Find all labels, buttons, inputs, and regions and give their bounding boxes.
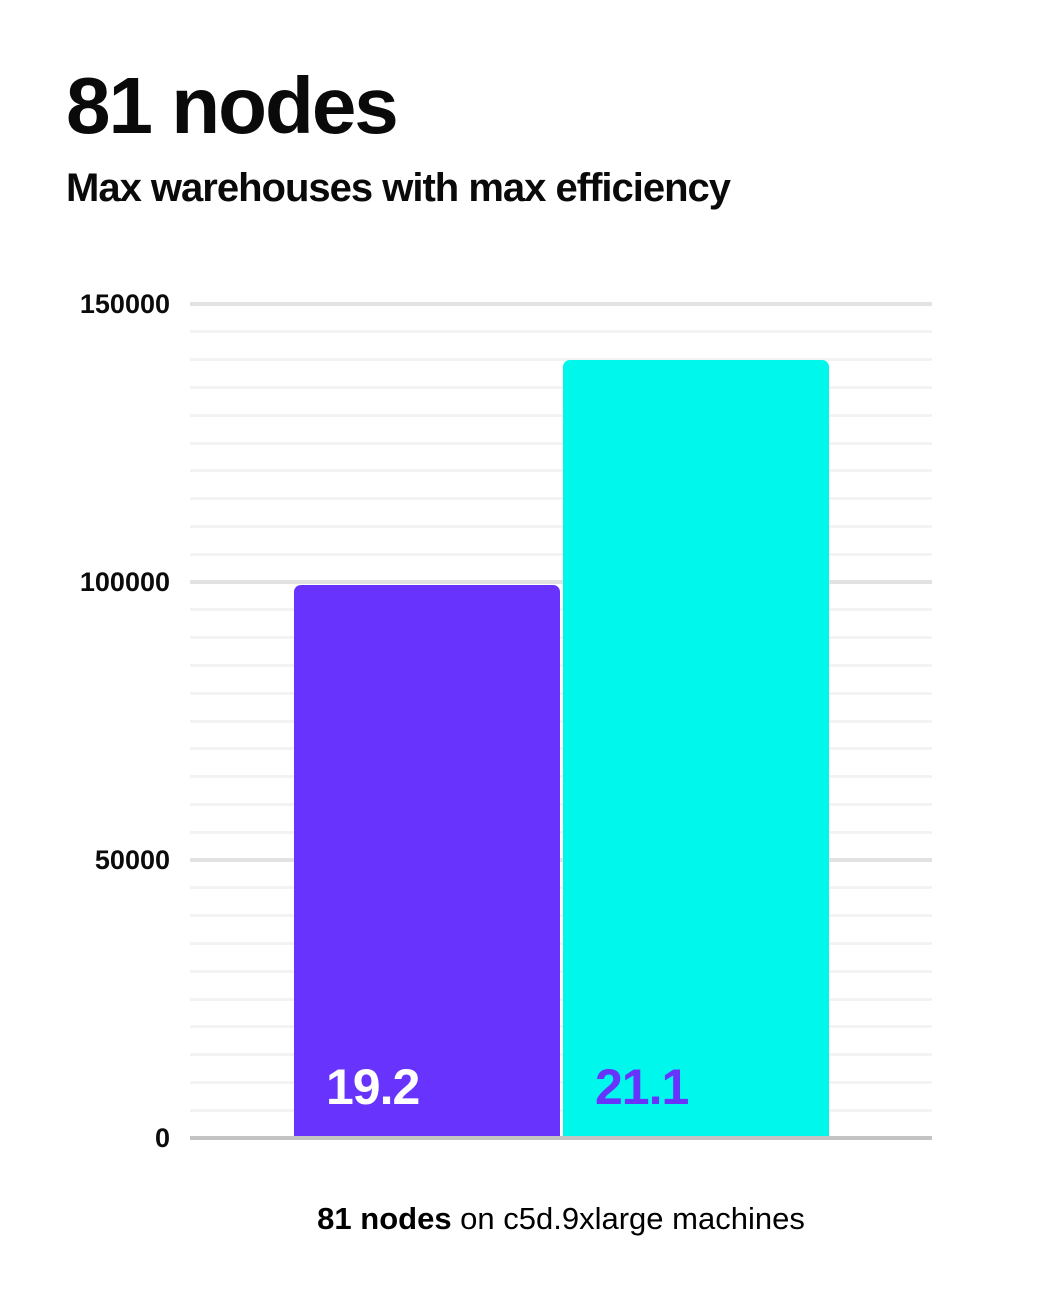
- bar-chart: 0 50000 100000 150000 19.2 21.1: [79, 289, 932, 1153]
- gridline-minor: [190, 524, 932, 528]
- gridline-major: [190, 858, 932, 862]
- y-axis-tick-label: 150000: [79, 289, 170, 319]
- gridline-minor: [190, 1108, 932, 1112]
- gridline-minor: [190, 413, 932, 417]
- gridline-minor: [190, 497, 932, 501]
- gridline-major: [190, 580, 932, 584]
- plot-area: 19.2 21.1: [190, 302, 932, 1140]
- gridline-minor: [190, 330, 932, 334]
- caption-regular-text: on c5d.9xlarge machines: [451, 1201, 805, 1236]
- gridline-minor: [190, 1025, 932, 1029]
- gridline-minor: [190, 914, 932, 918]
- gridline-minor: [190, 552, 932, 556]
- gridline-minor: [190, 1080, 932, 1084]
- gridline-minor: [190, 663, 932, 667]
- gridline-minor: [190, 997, 932, 1001]
- gridline-minor: [190, 719, 932, 723]
- x-axis-line: [190, 1136, 932, 1140]
- chart-caption: 81 nodes on c5d.9xlarge machines: [190, 1198, 932, 1240]
- gridline-minor: [190, 469, 932, 473]
- gridline-minor: [190, 691, 932, 695]
- page-subtitle: Max warehouses with max efficiency: [66, 166, 731, 210]
- gridline-minor: [190, 802, 932, 806]
- gridline-minor: [190, 441, 932, 445]
- gridline-minor: [190, 636, 932, 640]
- gridline-minor: [190, 747, 932, 751]
- gridline-minor: [190, 1053, 932, 1057]
- bar-19.2: 19.2: [294, 585, 560, 1138]
- gridline-minor: [190, 608, 932, 612]
- gridline-major: [190, 302, 932, 306]
- y-axis-tick-label: 50000: [94, 845, 170, 875]
- gridline-minor: [190, 385, 932, 389]
- y-axis-tick-label: 100000: [79, 567, 170, 597]
- bar-21.1: 21.1: [563, 360, 829, 1138]
- gridline-minor: [190, 886, 932, 890]
- bar-value-label: 21.1: [595, 1059, 689, 1115]
- gridline-minor: [190, 941, 932, 945]
- gridline-minor: [190, 358, 932, 362]
- bar-value-label: 19.2: [326, 1059, 420, 1115]
- gridline-minor: [190, 830, 932, 834]
- chart-card: 81 nodes Max warehouses with max efficie…: [66, 61, 932, 1240]
- page-title: 81 nodes: [66, 61, 399, 150]
- gridline-minor: [190, 969, 932, 973]
- caption-bold-text: 81 nodes: [317, 1201, 452, 1236]
- gridline-minor: [190, 775, 932, 779]
- y-axis-tick-label: 0: [154, 1123, 170, 1153]
